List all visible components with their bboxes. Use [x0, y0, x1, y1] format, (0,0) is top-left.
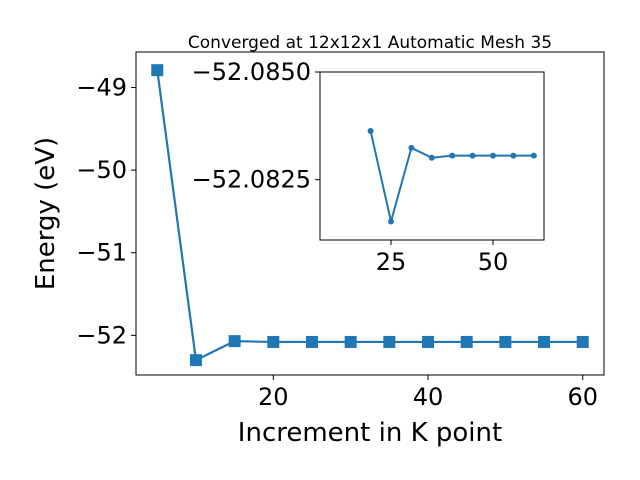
x-tick-label: 40 — [413, 383, 444, 411]
marker — [460, 335, 473, 348]
y-tick-label: −49 — [76, 74, 127, 102]
marker — [228, 335, 241, 348]
x-tick-label: 20 — [258, 383, 289, 411]
x-tick-label: 50 — [478, 248, 509, 276]
marker — [422, 335, 435, 348]
y-tick-label: −52 — [76, 321, 127, 349]
data-line — [156, 70, 583, 362]
marker — [538, 335, 551, 348]
marker — [383, 335, 396, 348]
series — [367, 128, 537, 225]
marker — [469, 152, 476, 159]
marker — [367, 128, 374, 135]
y-tick-label: −50 — [76, 156, 127, 184]
y-axis-label: Energy (eV) — [31, 137, 61, 290]
marker — [489, 152, 496, 159]
marker — [530, 152, 537, 159]
chart-title: Converged at 12x12x1 Automatic Mesh 35 — [188, 33, 552, 53]
y-tick-label: −52.0825 — [192, 166, 311, 194]
marker — [428, 154, 435, 161]
marker — [151, 64, 164, 77]
marker — [576, 335, 589, 348]
axes-frame — [135, 51, 605, 376]
marker — [305, 335, 318, 348]
y-tick-label: −52.0850 — [192, 58, 311, 86]
marker — [344, 335, 357, 348]
marker — [408, 144, 415, 151]
marker — [510, 152, 517, 159]
series — [151, 64, 589, 367]
axes-frame — [319, 71, 545, 241]
x-tick-label: 25 — [376, 248, 407, 276]
marker — [267, 335, 280, 348]
y-tick-label: −51 — [76, 239, 127, 267]
x-axis-label: Increment in K point — [238, 418, 502, 448]
marker — [387, 218, 394, 225]
marker — [499, 335, 512, 348]
x-tick-label: 60 — [567, 383, 598, 411]
marker — [189, 354, 202, 367]
marker — [449, 152, 456, 159]
